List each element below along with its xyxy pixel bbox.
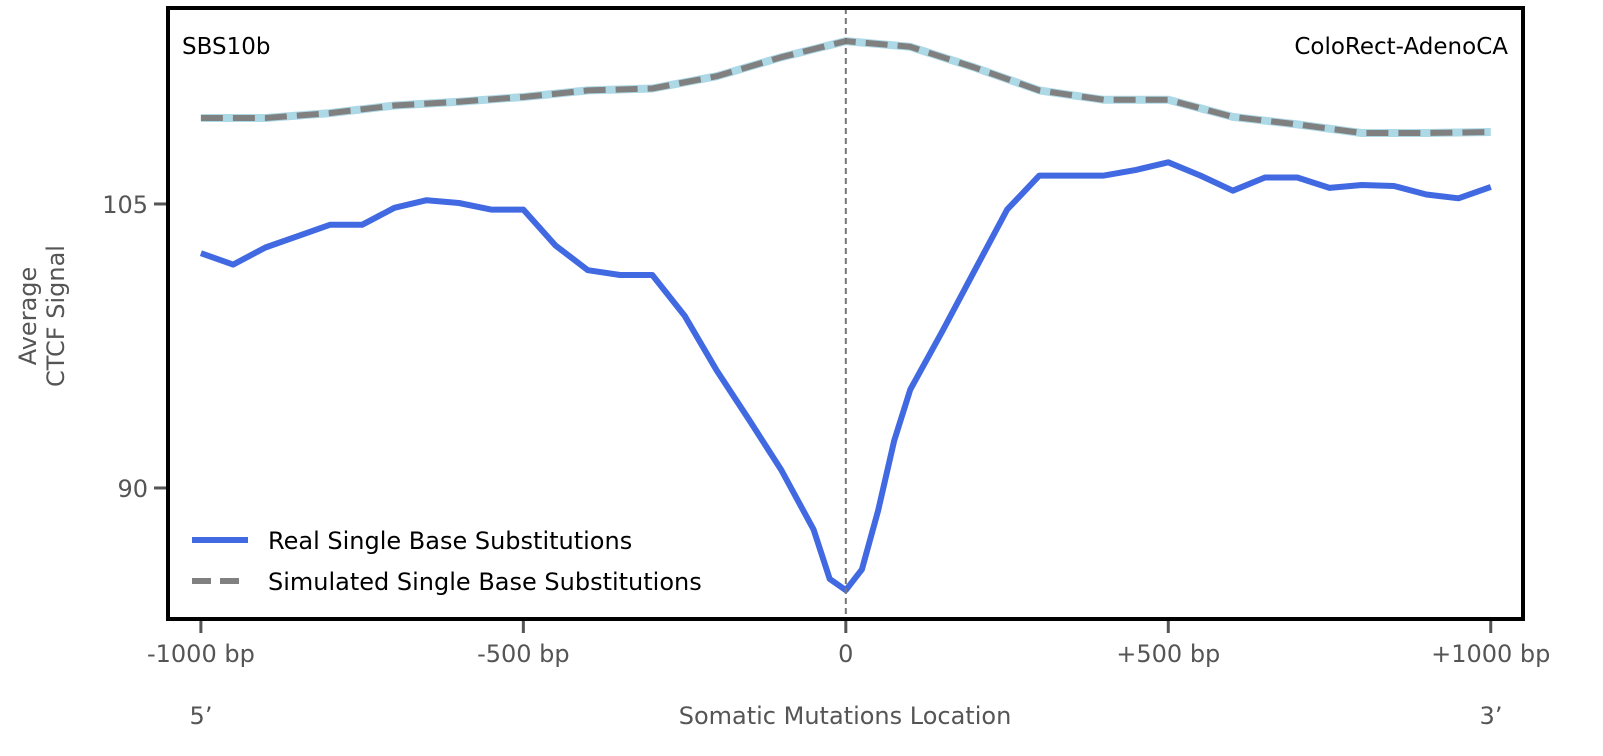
x-tick-label: 0	[838, 640, 853, 668]
x-tick-label: -500 bp	[477, 640, 570, 668]
legend: Real Single Base Substitutions Simulated…	[192, 527, 702, 596]
cancer-type-label: ColoRect-AdenoCA	[1294, 34, 1508, 60]
legend-label-real: Real Single Base Substitutions	[268, 527, 632, 555]
x-end-right-label: 3’	[1480, 702, 1503, 730]
x-tick-label: +1000 bp	[1431, 640, 1550, 668]
x-axis-title: Somatic Mutations Location	[679, 702, 1012, 730]
x-tick-label: +500 bp	[1116, 640, 1220, 668]
ticks-layer: -1000 bp -500 bp 0 +500 bp +1000 bp 105 90	[102, 191, 1550, 668]
signature-label: SBS10b	[182, 34, 270, 60]
y-axis-title-line2: CTCF Signal	[42, 245, 70, 387]
y-tick-label: 90	[117, 475, 148, 503]
series-real-line	[199, 159, 1492, 594]
x-end-left-label: 5’	[190, 702, 213, 730]
plot-frame	[166, 6, 1525, 621]
legend-label-simulated: Simulated Single Base Substitutions	[268, 568, 702, 596]
x-tick-label: -1000 bp	[147, 640, 255, 668]
y-tick-label: 105	[102, 191, 148, 219]
y-axis-title-line1: Average	[14, 267, 42, 366]
